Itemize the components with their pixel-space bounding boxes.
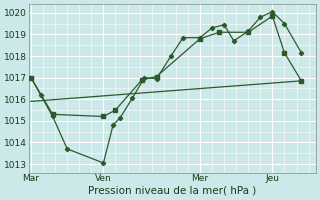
X-axis label: Pression niveau de la mer( hPa ): Pression niveau de la mer( hPa )	[88, 186, 256, 196]
